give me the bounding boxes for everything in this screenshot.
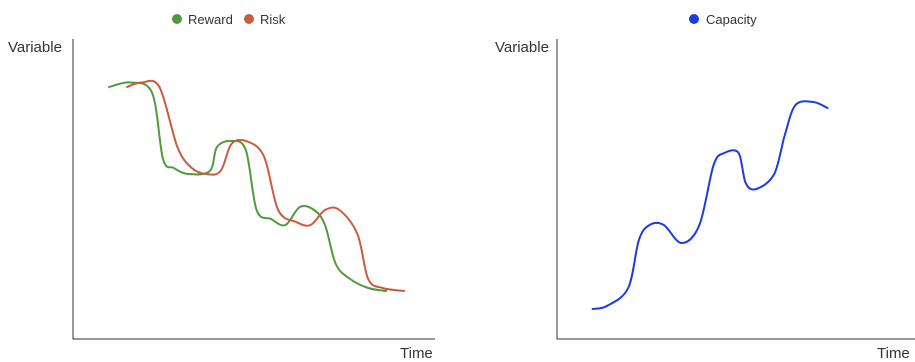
- legend-label-reward: Reward: [188, 12, 233, 27]
- x-axis-label-right: Time: [877, 345, 910, 362]
- y-axis-label-left: Variable: [8, 39, 62, 56]
- series-line-capacity: [591, 100, 829, 310]
- chart-right: Capacity Variable Time: [495, 12, 915, 362]
- chart-left: Reward Risk Variable Time: [8, 12, 435, 362]
- legend-marker-capacity: [689, 14, 699, 24]
- legend-left: Reward Risk: [172, 12, 286, 27]
- axes-left: [72, 39, 435, 340]
- legend-label-risk: Risk: [260, 12, 286, 27]
- series-line-reward: [108, 81, 388, 292]
- y-axis-label-right: Variable: [495, 39, 549, 56]
- legend-marker-risk: [244, 14, 254, 24]
- axes-right: [556, 39, 915, 340]
- legend-label-capacity: Capacity: [706, 12, 757, 27]
- legend-right: Capacity: [689, 12, 757, 27]
- x-axis-label-left: Time: [400, 345, 433, 362]
- legend-marker-reward: [172, 14, 182, 24]
- series-line-risk: [126, 79, 406, 292]
